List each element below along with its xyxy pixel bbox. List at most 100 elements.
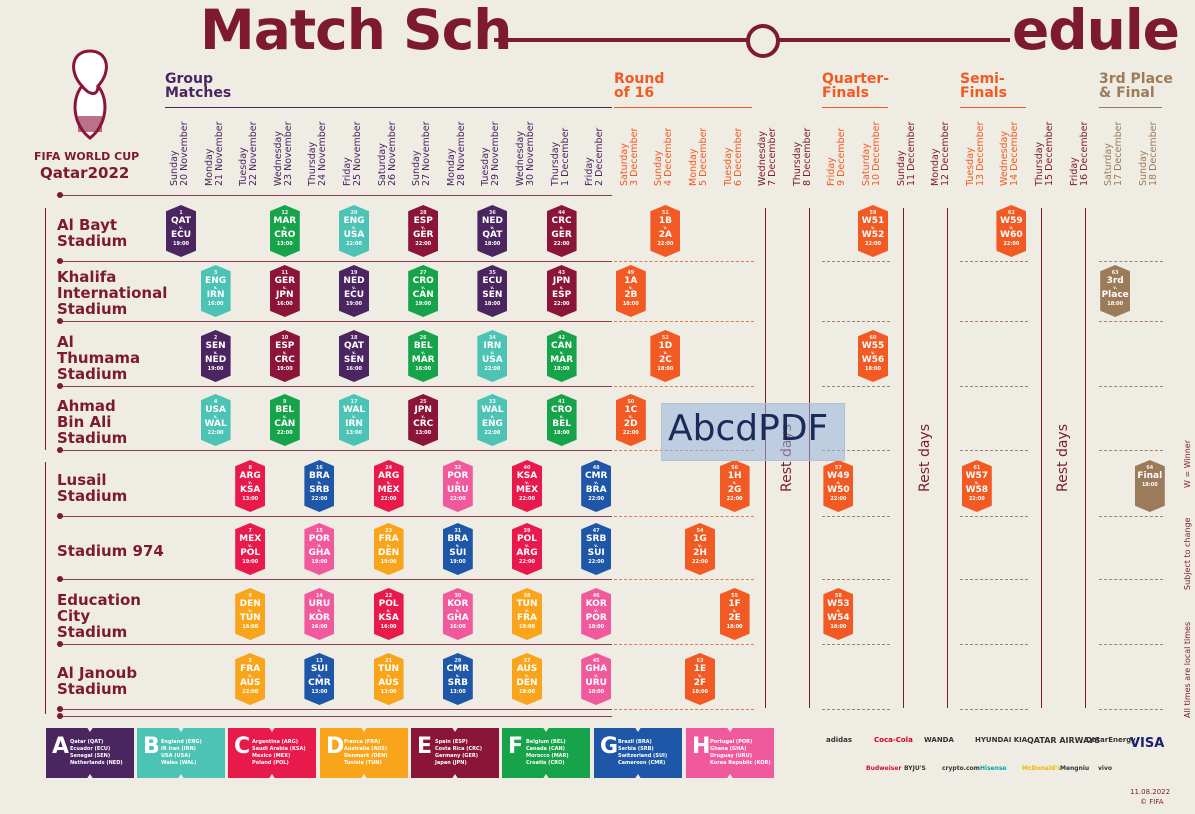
match-card[interactable]: 37 AUS v. DEN 18:00 bbox=[512, 653, 542, 705]
match-card[interactable]: 35 ECU v. SEN 18:00 bbox=[477, 265, 508, 317]
match-card[interactable]: 30 KOR v. GHA 16:00 bbox=[442, 588, 473, 640]
match-card[interactable]: 33 WAL v. ENG 22:00 bbox=[477, 394, 508, 446]
kickoff-time: 13:00 bbox=[415, 430, 432, 436]
team-a: 1H bbox=[727, 471, 742, 481]
kickoff-time: 22:00 bbox=[449, 496, 466, 502]
team-a: AUS bbox=[516, 664, 538, 674]
match-card[interactable]: 20 ENG v. USA 22:00 bbox=[339, 205, 369, 257]
match-card[interactable]: 5 FRA v. AUS 22:00 bbox=[235, 653, 266, 705]
match-card[interactable]: 63 3rd v. Place 18:00 bbox=[1100, 265, 1131, 317]
match-card[interactable]: 22 POL v. KSA 16:00 bbox=[373, 588, 404, 640]
match-card[interactable]: 6 DEN v. TUN 16:00 bbox=[235, 588, 266, 640]
match-card[interactable]: 12 MAR v. CRO 13:00 bbox=[269, 205, 300, 257]
date-column: Wednesday 7 December bbox=[757, 122, 790, 186]
match-card[interactable]: 4 USA v. WAL 22:00 bbox=[200, 394, 231, 446]
match-card[interactable]: 36 NED v. QAT 18:00 bbox=[477, 205, 508, 257]
team-b: GHA bbox=[446, 613, 469, 623]
match-card[interactable]: 31 BRA v. SUI 19:00 bbox=[442, 523, 473, 575]
match-card[interactable]: 9 BEL v. CAN 22:00 bbox=[269, 394, 300, 446]
match-card[interactable]: 23 FRA v. DEN 19:00 bbox=[373, 523, 404, 575]
match-card[interactable]: 34 IRN v. USA 22:00 bbox=[477, 330, 508, 382]
venue-row-line bbox=[57, 716, 612, 717]
match-card[interactable]: 3 ENG v. IRN 16:00 bbox=[200, 265, 231, 317]
group-teams: Argentina (ARG) Saudi Arabia (KSA) Mexic… bbox=[252, 739, 306, 766]
match-card[interactable]: 59 W51 v. W52 22:00 bbox=[858, 205, 888, 257]
match-card[interactable]: 50 1C v. 2D 22:00 bbox=[615, 394, 646, 446]
knockout-row-line bbox=[822, 709, 890, 711]
venue-row-dot bbox=[57, 713, 63, 719]
match-number: 1 bbox=[179, 210, 183, 216]
kickoff-time: 18:00 bbox=[622, 301, 639, 307]
match-number: 5 bbox=[248, 658, 252, 664]
match-number: 56 bbox=[731, 465, 739, 471]
match-card[interactable]: 8 ARG v. KSA 13:00 bbox=[235, 460, 266, 512]
match-card[interactable]: 52 1D v. 2C 18:00 bbox=[650, 330, 681, 382]
match-card[interactable]: 51 1B v. 2A 22:00 bbox=[650, 205, 681, 257]
group-teams: Brazil (BRA) Serbia (SRB) Switzerland (S… bbox=[618, 739, 668, 766]
match-number: 21 bbox=[385, 658, 393, 664]
match-number: 8 bbox=[248, 465, 252, 471]
match-card[interactable]: 42 CAN v. MAR 18:00 bbox=[546, 330, 577, 382]
match-card[interactable]: 19 NED v. ECU 19:00 bbox=[339, 265, 369, 317]
match-card[interactable]: 61 W57 v. W58 22:00 bbox=[961, 460, 992, 512]
match-number: 40 bbox=[523, 465, 531, 471]
match-card[interactable]: 21 TUN v. AUS 13:00 bbox=[373, 653, 404, 705]
match-card[interactable]: 10 ESP v. CRC 19:00 bbox=[269, 330, 300, 382]
match-card[interactable]: 40 KSA v. MEX 22:00 bbox=[512, 460, 542, 512]
date-column: Thursday 24 November bbox=[307, 121, 340, 186]
match-number: 59 bbox=[869, 210, 877, 216]
match-card[interactable]: 38 TUN v. FRA 18:00 bbox=[512, 588, 542, 640]
team-a: BEL bbox=[413, 341, 433, 351]
match-card[interactable]: 15 POR v. GHA 19:00 bbox=[304, 523, 335, 575]
match-card[interactable]: 60 W55 v. W56 18:00 bbox=[858, 330, 888, 382]
match-card[interactable]: 1 QAT v. ECU 19:00 bbox=[166, 205, 196, 257]
match-card[interactable]: 64 Final 18:00 bbox=[1134, 460, 1165, 512]
match-card[interactable]: 32 POR v. URU 22:00 bbox=[442, 460, 473, 512]
match-card[interactable]: 24 ARG v. MEX 22:00 bbox=[373, 460, 404, 512]
match-card[interactable]: 55 1F v. 2E 18:00 bbox=[719, 588, 750, 640]
versus: v. bbox=[525, 543, 529, 548]
match-card[interactable]: 28 ESP v. GER 22:00 bbox=[408, 205, 439, 257]
kickoff-time: 18:00 bbox=[484, 301, 501, 307]
match-card[interactable]: 25 JPN v. CRC 13:00 bbox=[408, 394, 439, 446]
match-card[interactable]: 57 W49 v. W50 22:00 bbox=[823, 460, 854, 512]
match-card[interactable]: 45 GHA v. URU 18:00 bbox=[581, 653, 612, 705]
team-b: ECU bbox=[170, 230, 192, 240]
match-card[interactable]: 39 POL v. ARG 22:00 bbox=[512, 523, 542, 575]
match-card[interactable]: 58 W53 v. W54 18:00 bbox=[823, 588, 854, 640]
match-card[interactable]: 7 MEX v. POL 19:00 bbox=[235, 523, 266, 575]
match-card[interactable]: 43 JPN v. ESP 22:00 bbox=[546, 265, 577, 317]
team-a: 1A bbox=[624, 276, 638, 286]
match-number: 46 bbox=[592, 593, 600, 599]
venue-row-line bbox=[57, 321, 612, 322]
match-card[interactable]: 14 URU v. KOR 16:00 bbox=[304, 588, 335, 640]
match-card[interactable]: 13 SUI v. CMR 13:00 bbox=[304, 653, 335, 705]
kickoff-time: 18:00 bbox=[553, 366, 570, 372]
match-card[interactable]: 11 GER v. JPN 16:00 bbox=[269, 265, 300, 317]
match-card[interactable]: 27 CRO v. CAN 19:00 bbox=[408, 265, 439, 317]
match-card[interactable]: 54 1G v. 2H 22:00 bbox=[685, 523, 715, 575]
match-card[interactable]: 53 1E v. 2F 18:00 bbox=[685, 653, 715, 705]
match-card[interactable]: 56 1H v. 2G 22:00 bbox=[719, 460, 750, 512]
match-card[interactable]: 26 BEL v. MAR 16:00 bbox=[408, 330, 439, 382]
team-a: CRC bbox=[551, 216, 572, 226]
match-card[interactable]: 17 WAL v. IRN 13:00 bbox=[339, 394, 369, 446]
match-card[interactable]: 62 W59 v. W60 22:00 bbox=[996, 205, 1027, 257]
versus: v. bbox=[559, 350, 564, 355]
match-card[interactable]: 46 KOR v. POR 18:00 bbox=[581, 588, 612, 640]
match-card[interactable]: 29 CMR v. SRB 13:00 bbox=[442, 653, 473, 705]
kickoff-time: 13:00 bbox=[242, 496, 259, 502]
venue-name: Khalifa International Stadium bbox=[57, 268, 168, 318]
match-card[interactable]: 41 CRO v. BEL 18:00 bbox=[546, 394, 577, 446]
match-card[interactable]: 48 CMR v. BRA 22:00 bbox=[581, 460, 612, 512]
match-card[interactable]: 49 1A v. 2B 18:00 bbox=[615, 265, 646, 317]
match-card[interactable]: 18 QAT v. SEN 16:00 bbox=[339, 330, 369, 382]
match-card[interactable]: 2 SEN v. NED 19:00 bbox=[200, 330, 231, 382]
team-b: 2H bbox=[693, 548, 707, 558]
match-card[interactable]: 47 SRB v. SUI 22:00 bbox=[581, 523, 612, 575]
match-card[interactable]: 16 BRA v. SRB 22:00 bbox=[304, 460, 335, 512]
date-column: Wednesday 23 November bbox=[273, 121, 306, 186]
date-label: Thursday 15 December bbox=[1034, 121, 1055, 186]
group-letter: F bbox=[508, 734, 524, 759]
match-card[interactable]: 44 CRC v. GER 22:00 bbox=[546, 205, 577, 257]
